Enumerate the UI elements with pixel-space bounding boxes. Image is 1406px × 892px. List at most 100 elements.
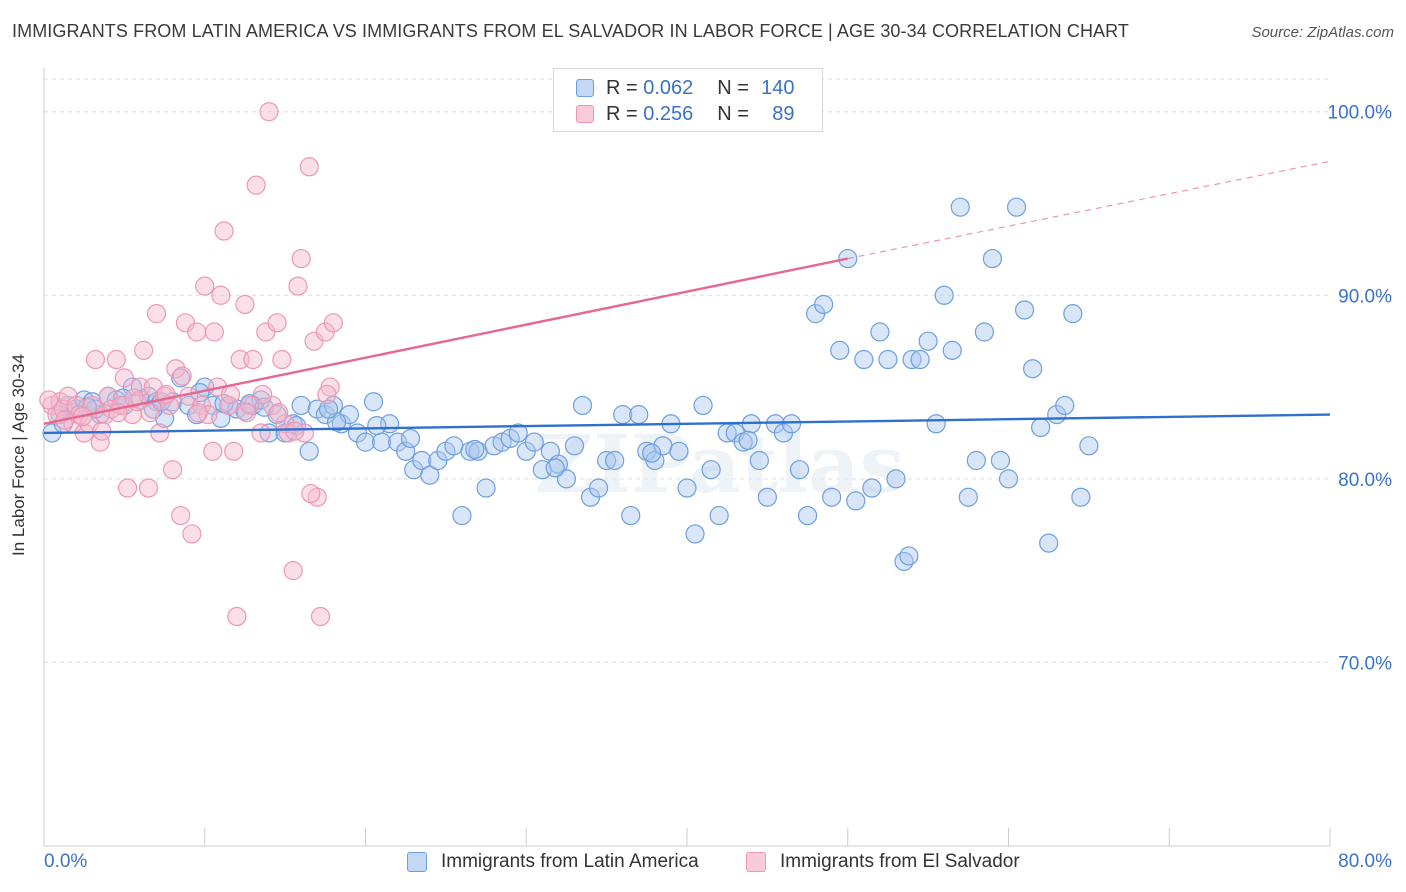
- data-point-blue: [420, 465, 440, 485]
- chart-title: IMMIGRANTS FROM LATIN AMERICA VS IMMIGRA…: [12, 21, 1130, 41]
- data-point-blue: [669, 441, 689, 461]
- y-tick-label: 70.0%: [1338, 653, 1392, 674]
- data-point-pink: [140, 403, 160, 423]
- data-point-blue: [588, 478, 609, 498]
- data-point-blue: [878, 349, 898, 370]
- data-point-pink: [150, 423, 170, 443]
- data-point-pink: [288, 276, 308, 296]
- stats-legend: R = 0.062 N = 140 R = 0.256 N = 89: [553, 68, 823, 132]
- data-point-pink: [259, 102, 279, 122]
- data-point-pink: [166, 359, 186, 379]
- legend-row-el-salvador: R = 0.256 N = 89: [576, 101, 795, 127]
- data-point-pink: [285, 421, 305, 441]
- legend-swatch-pink: [576, 105, 594, 123]
- data-point-blue: [371, 432, 392, 452]
- data-point-pink: [251, 423, 271, 443]
- data-point-blue: [990, 450, 1011, 471]
- data-point-blue: [998, 469, 1019, 489]
- data-point-pink: [211, 285, 231, 305]
- data-point-blue: [685, 524, 705, 544]
- data-point-blue: [958, 487, 978, 507]
- data-point-blue: [886, 469, 906, 489]
- data-point-blue: [709, 505, 729, 526]
- data-point-pink: [272, 349, 292, 370]
- data-point-pink: [188, 403, 208, 423]
- data-point-pink: [39, 390, 59, 410]
- data-point-pink: [106, 349, 126, 370]
- data-point-blue: [846, 491, 866, 511]
- source-label: Source: ZipAtlas.com: [1251, 24, 1394, 41]
- data-point-blue: [545, 458, 565, 478]
- data-point-blue: [400, 428, 421, 449]
- data-point-blue: [870, 322, 890, 342]
- data-point-blue: [572, 395, 593, 416]
- data-point-blue: [862, 478, 882, 498]
- data-point-blue: [1006, 197, 1027, 217]
- data-point-blue: [508, 423, 528, 443]
- data-point-blue: [396, 441, 416, 461]
- data-point-blue: [318, 399, 339, 419]
- data-point-blue: [524, 432, 544, 452]
- bottom-legend-label-1: Immigrants from Latin America: [441, 851, 699, 872]
- data-point-pink: [124, 388, 144, 408]
- data-point-pink: [253, 384, 273, 405]
- data-point-blue: [605, 450, 625, 471]
- data-point-pink: [317, 384, 337, 405]
- data-point-blue: [693, 395, 713, 416]
- data-point-blue: [299, 441, 319, 461]
- bottom-legend-el-salvador: Immigrants from El Salvador: [746, 851, 1020, 873]
- data-point-pink: [269, 403, 289, 423]
- bottom-legend-swatch-pink: [746, 852, 766, 872]
- data-point-blue: [355, 432, 376, 452]
- data-point-blue: [854, 349, 874, 370]
- data-point-blue: [291, 395, 311, 416]
- data-point-pink: [307, 487, 327, 507]
- watermark: ZIPatlas: [535, 417, 905, 511]
- bottom-legend: Immigrants from Latin America Immigrants…: [0, 851, 1406, 879]
- data-point-blue: [1023, 359, 1043, 379]
- data-point-blue: [942, 340, 962, 360]
- data-point-blue: [738, 430, 758, 450]
- data-point-blue: [902, 349, 922, 370]
- data-point-pink: [267, 313, 287, 333]
- data-point-pink: [138, 478, 159, 498]
- data-point-pink: [262, 395, 282, 416]
- data-point-blue: [789, 460, 810, 480]
- legend-n-label-2: N =: [717, 102, 749, 125]
- data-point-pink: [198, 405, 218, 425]
- bottom-legend-swatch-blue: [407, 852, 427, 872]
- x-tick-right: 80.0%: [1338, 851, 1392, 872]
- data-point-blue: [476, 478, 496, 498]
- data-point-pink: [117, 478, 138, 498]
- data-point-blue: [974, 322, 994, 342]
- bottom-legend-latin-america: Immigrants from Latin America: [407, 851, 699, 873]
- trend-line-pink: [43, 257, 848, 425]
- data-point-blue: [1071, 487, 1091, 507]
- trend-line-dashed-pink: [847, 160, 1331, 260]
- data-point-pink: [243, 349, 263, 370]
- data-point-pink: [134, 340, 154, 360]
- data-point-blue: [918, 331, 938, 351]
- data-point-pink: [227, 606, 247, 627]
- y-axis-label: In Labor Force | Age 30-34: [9, 354, 28, 556]
- data-point-pink: [195, 276, 215, 296]
- data-point-pink: [114, 368, 134, 388]
- data-point-blue: [781, 414, 802, 434]
- data-point-pink: [235, 294, 255, 315]
- data-point-blue: [1031, 417, 1051, 438]
- data-point-pink: [246, 175, 266, 195]
- data-point-blue: [797, 505, 818, 526]
- data-point-blue: [950, 197, 970, 217]
- data-point-pink: [323, 313, 343, 333]
- data-point-pink: [224, 441, 244, 461]
- data-point-blue: [597, 450, 617, 471]
- legend-n-value-2: 89: [772, 102, 795, 125]
- data-point-blue: [548, 454, 569, 474]
- data-point-blue: [259, 423, 279, 443]
- data-point-blue: [966, 450, 986, 471]
- data-point-pink: [159, 395, 179, 416]
- data-point-pink: [187, 322, 207, 342]
- data-point-pink: [283, 561, 303, 581]
- data-point-blue: [1079, 436, 1099, 456]
- legend-n-value-1: 140: [761, 76, 795, 99]
